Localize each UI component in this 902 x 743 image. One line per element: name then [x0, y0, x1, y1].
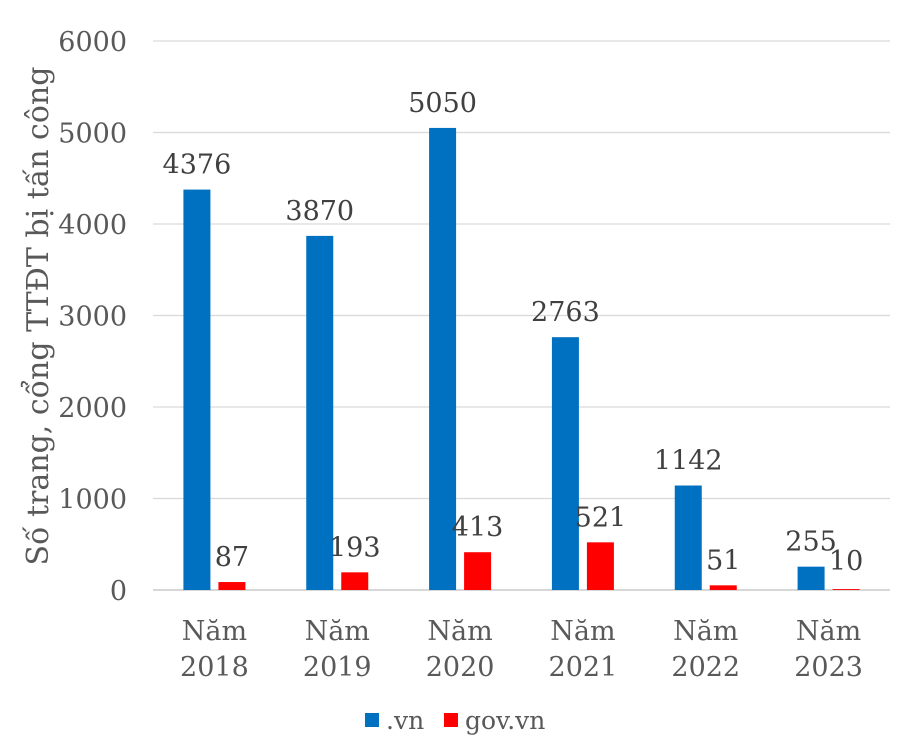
x-category-label-line1: Năm: [427, 616, 492, 647]
data-label: 413: [452, 512, 504, 543]
bar-vn: [183, 189, 211, 590]
data-label: 5050: [408, 88, 477, 119]
x-category-label-line2: 2019: [303, 652, 372, 683]
x-category-label-line1: Năm: [796, 616, 861, 647]
data-label: 2763: [531, 297, 600, 328]
y-tick-label: 6000: [58, 27, 127, 58]
bar-vn: [429, 127, 457, 591]
legend: .vn gov.vn: [365, 706, 545, 735]
bar-vn: [797, 566, 825, 590]
y-tick-label: 4000: [58, 210, 127, 241]
y-tick-label: 0: [110, 576, 127, 607]
legend-swatch-govvn: [444, 713, 458, 727]
bar-vn: [306, 235, 334, 590]
bar-vn: [674, 485, 702, 590]
bar-govvn: [832, 589, 860, 590]
y-axis-ticks: 0 1000 2000 3000 4000 5000 6000: [58, 27, 127, 607]
x-category-label-line2: 2022: [671, 652, 740, 683]
bar-govvn: [464, 552, 492, 590]
bar-govvn: [218, 582, 246, 590]
legend-label-vn: .vn: [386, 706, 424, 735]
x-category-label-line1: Năm: [673, 616, 738, 647]
data-label: 4376: [163, 150, 232, 181]
legend-swatch-vn: [365, 713, 379, 727]
x-category-label-line2: 2021: [549, 652, 618, 683]
data-label: 193: [329, 532, 381, 563]
data-label: 3870: [285, 196, 354, 227]
y-tick-label: 1000: [58, 485, 127, 516]
y-tick-label: 2000: [58, 393, 127, 424]
grid-lines: [153, 40, 890, 591]
x-category-label-line2: 2018: [180, 652, 249, 683]
legend-label-govvn: gov.vn: [465, 706, 545, 735]
bar-vn: [551, 337, 579, 590]
x-category-label-line1: Năm: [550, 616, 615, 647]
data-label: 255: [785, 527, 837, 558]
bar-govvn: [341, 572, 369, 590]
data-label: 51: [706, 545, 740, 576]
bar-govvn: [586, 542, 614, 590]
x-category-label-line1: Năm: [182, 616, 247, 647]
data-label: 87: [215, 542, 249, 573]
data-label: 521: [575, 502, 627, 533]
y-axis-title: Số trang, cổng TTĐT bị tấn công: [20, 67, 56, 566]
y-tick-label: 3000: [58, 302, 127, 333]
data-label: 1142: [654, 446, 723, 477]
bars: [183, 127, 860, 591]
y-tick-label: 5000: [58, 119, 127, 150]
bar-govvn: [709, 585, 737, 590]
x-category-label-line2: 2023: [794, 652, 863, 683]
data-label: 10: [829, 546, 863, 577]
x-category-label-line2: 2020: [426, 652, 495, 683]
x-axis-categories: Năm 2018 Năm 2019 Năm 2020 Năm 2021 Năm 2022 Năm 20…: [180, 616, 863, 683]
x-category-label-line1: Năm: [305, 616, 370, 647]
